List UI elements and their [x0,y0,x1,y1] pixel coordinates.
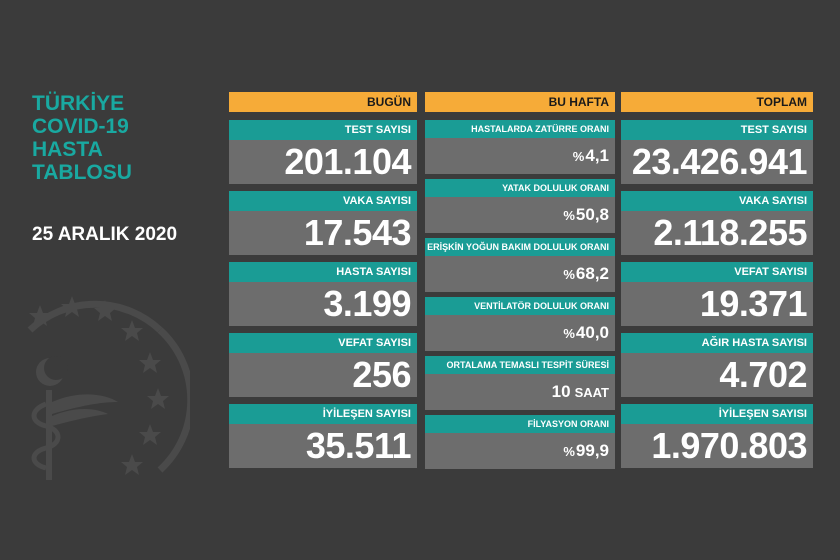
percent-sign: % [572,149,585,164]
stat-value-box: %68,2 [425,256,615,292]
stat-label: İYİLEŞEN SAYISI [621,404,813,424]
stat-label: AĞIR HASTA SAYISI [621,333,813,353]
total-case-card: VAKA SAYISI 2.118.255 [621,191,813,255]
week-contact-time-card: ORTALAMA TEMASLI TESPİT SÜRESİ 10 SAAT [425,356,615,410]
stat-label: VAKA SAYISI [229,191,417,211]
stat-label: ERİŞKİN YOĞUN BAKIM DOLULUK ORANI [425,238,615,256]
stat-value-box: %50,8 [425,197,615,233]
stat-label: ORTALAMA TEMASLI TESPİT SÜRESİ [425,356,615,374]
total-recovered-card: İYİLEŞEN SAYISI 1.970.803 [621,404,813,468]
stat-label: İYİLEŞEN SAYISI [229,404,417,424]
stat-label: VENTİLATÖR DOLULUK ORANI [425,297,615,315]
today-test-card: TEST SAYISI 201.104 [229,120,417,184]
today-death-card: VEFAT SAYISI 256 [229,333,417,397]
page-title: TÜRKİYE COVID-19 HASTA TABLOSU [32,92,132,184]
today-case-card: VAKA SAYISI 17.543 [229,191,417,255]
stat-value-box: %99,9 [425,433,615,469]
week-column: BU HAFTA HASTALARDA ZATÜRRE ORANI %4,1 Y… [425,92,615,469]
stat-label: HASTALARDA ZATÜRRE ORANI [425,120,615,138]
today-header: BUGÜN [229,92,417,112]
percent-sign: % [563,208,575,223]
week-pneumonia-card: HASTALARDA ZATÜRRE ORANI %4,1 [425,120,615,174]
stat-label: YATAK DOLULUK ORANI [425,179,615,197]
today-recovered-card: İYİLEŞEN SAYISI 35.511 [229,404,417,468]
stat-value: 99,9 [575,441,609,460]
stat-value: 4,1 [585,146,609,165]
stat-value: 68,2 [575,264,609,283]
title-line: HASTA [32,138,103,161]
title-line: TÜRKİYE [32,92,125,115]
stat-value: 17.543 [229,211,417,255]
stat-value: 1.970.803 [621,424,813,468]
week-icu-card: ERİŞKİN YOĞUN BAKIM DOLULUK ORANI %68,2 [425,238,615,292]
report-date: 25 ARALIK 2020 [32,224,178,245]
stat-value: 40,0 [575,323,609,342]
total-critical-card: AĞIR HASTA SAYISI 4.702 [621,333,813,397]
stat-label: TEST SAYISI [229,120,417,140]
stat-value: 19.371 [621,282,813,326]
stat-label: FİLYASYON ORANI [425,415,615,433]
total-column: TOPLAM TEST SAYISI 23.426.941 VAKA SAYIS… [621,92,813,468]
stat-value: 35.511 [229,424,417,468]
title-line: COVID-19 [32,115,129,138]
title-line: TABLOSU [32,161,132,184]
stat-value: 3.199 [229,282,417,326]
stat-label: VAKA SAYISI [621,191,813,211]
total-test-card: TEST SAYISI 23.426.941 [621,120,813,184]
stat-value-box: %40,0 [425,315,615,351]
stat-value-box: 10 SAAT [425,374,615,410]
week-header: BU HAFTA [425,92,615,112]
ministry-of-health-emblem-icon [27,296,190,480]
week-ventilator-card: VENTİLATÖR DOLULUK ORANI %40,0 [425,297,615,351]
percent-sign: % [563,267,575,282]
stat-value: 2.118.255 [621,211,813,255]
today-column: BUGÜN TEST SAYISI 201.104 VAKA SAYISI 17… [229,92,417,468]
stat-value: 256 [229,353,417,397]
percent-sign: % [563,326,575,341]
stat-label: TEST SAYISI [621,120,813,140]
stat-value: 10 [551,382,571,401]
stat-value-box: %4,1 [425,138,615,174]
stat-value: 23.426.941 [621,140,813,184]
total-death-card: VEFAT SAYISI 19.371 [621,262,813,326]
percent-sign: % [563,444,575,459]
stat-label: HASTA SAYISI [229,262,417,282]
stat-label: VEFAT SAYISI [621,262,813,282]
week-bed-card: YATAK DOLULUK ORANI %50,8 [425,179,615,233]
stat-value: 201.104 [229,140,417,184]
stat-value: 4.702 [621,353,813,397]
unit-label: SAAT [574,385,609,400]
stat-value: 50,8 [575,205,609,224]
total-header: TOPLAM [621,92,813,112]
week-filiation-card: FİLYASYON ORANI %99,9 [425,415,615,469]
stat-label: VEFAT SAYISI [229,333,417,353]
today-patient-card: HASTA SAYISI 3.199 [229,262,417,326]
